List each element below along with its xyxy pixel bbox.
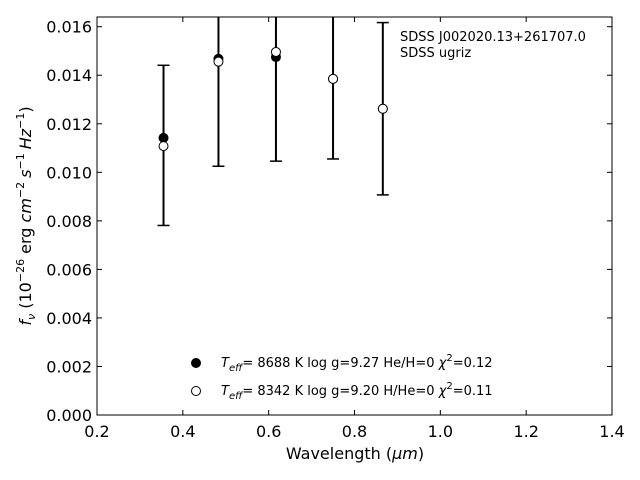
y-label-s-exp: −1	[14, 153, 27, 169]
annotation-photometry: SDSS ugriz	[400, 46, 471, 61]
legend-chi-exponent: 2	[446, 353, 452, 364]
legend-marker-open	[191, 386, 201, 396]
data-points	[158, 46, 388, 152]
plot-area	[97, 17, 612, 415]
point-open-0	[158, 141, 169, 152]
legend-params: = 8688 K log g=9.27 He/H=0	[242, 356, 438, 371]
x-axis-label-close: )	[418, 444, 424, 463]
y-tick-label: 0.012	[46, 115, 92, 134]
y-label-open: (10	[16, 282, 35, 314]
y-label-hz-exp: −1	[14, 113, 27, 129]
legend-label-series-2: Teff= 8342 K log g=9.20 H/He=0 χ2=0.11	[221, 381, 493, 402]
legend-chi-symbol: χ	[438, 356, 448, 371]
legend-chi-symbol: χ	[438, 384, 448, 399]
x-axis: 0.2 0.4 0.6 0.8 1.0 1.2 1.4	[84, 17, 625, 441]
y-tick-label: 0.000	[46, 406, 92, 425]
y-axis-label: fν (10−26 erg cm−2s−1Hz−1)	[14, 106, 38, 325]
y-label-s: s	[16, 170, 35, 178]
y-label-f: f	[16, 318, 35, 326]
legend-chi-exponent: 2	[446, 381, 452, 392]
x-axis-label-main: Wavelength (	[286, 444, 392, 463]
point-open-2	[270, 46, 281, 57]
point-open-3	[328, 73, 339, 84]
point-filled-0	[158, 132, 169, 143]
y-tick-label: 0.008	[46, 212, 92, 231]
y-label-close: )	[16, 106, 35, 112]
y-tick-label: 0.002	[46, 357, 92, 376]
x-tick-label: 1.4	[599, 422, 624, 441]
x-axis-label-unit: μm	[391, 444, 418, 463]
legend-teff-subscript: eff	[229, 363, 244, 374]
x-tick-label: 0.2	[84, 422, 109, 441]
legend-teff-symbol: T	[221, 384, 230, 399]
annotation-object-name: SDSS J002020.13+261707.0	[400, 30, 586, 45]
x-axis-label: Wavelength (μm)	[286, 444, 424, 463]
y-label-nu: ν	[25, 314, 38, 320]
point-open-1	[213, 56, 224, 67]
legend-label-series-1: Teff= 8688 K log g=9.27 He/H=0 χ2=0.12	[221, 353, 493, 374]
legend: Teff= 8688 K log g=9.27 He/H=0 χ2=0.12 T…	[191, 353, 493, 402]
legend-marker-filled	[191, 358, 201, 368]
legend-params: = 8342 K log g=9.20 H/He=0	[242, 384, 438, 399]
y-label-exp: −26	[14, 259, 27, 282]
y-tick-label: 0.004	[46, 309, 92, 328]
y-axis: 0.000 0.002 0.004 0.006 0.008 0.010 0.012 0.014…	[46, 18, 612, 425]
y-tick-label: 0.006	[46, 260, 92, 279]
legend-teff-symbol: T	[221, 356, 230, 371]
x-tick-label: 0.8	[342, 422, 367, 441]
x-tick-label: 0.4	[170, 422, 195, 441]
legend-chi-value: =0.12	[453, 356, 493, 371]
legend-teff-subscript: eff	[229, 391, 244, 402]
y-tick-label: 0.014	[46, 66, 92, 85]
y-tick-label: 0.016	[46, 18, 92, 37]
y-label-hz: Hz	[16, 128, 35, 149]
y-tick-label: 0.010	[46, 163, 92, 182]
x-tick-label: 1.0	[428, 422, 453, 441]
y-label-cm: cm	[16, 198, 35, 222]
point-open-4	[377, 103, 388, 114]
x-tick-label: 0.6	[256, 422, 281, 441]
legend-chi-value: =0.11	[453, 384, 493, 399]
x-tick-label: 1.2	[513, 422, 538, 441]
y-label-cm-exp: −2	[14, 182, 27, 198]
plot-frame	[96, 16, 613, 416]
y-label-erg: erg	[16, 222, 35, 258]
